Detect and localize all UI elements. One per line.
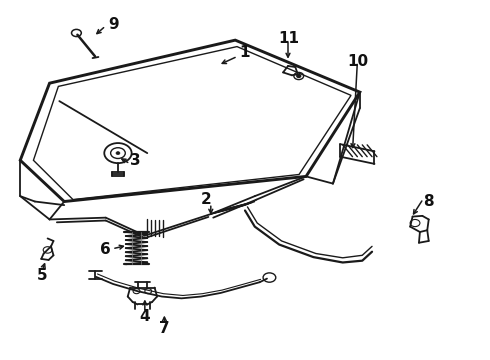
- Text: 6: 6: [100, 242, 111, 257]
- Text: 1: 1: [240, 45, 250, 60]
- Text: 4: 4: [140, 310, 150, 324]
- Text: 8: 8: [423, 194, 434, 209]
- Text: 9: 9: [108, 17, 119, 32]
- Text: 3: 3: [130, 153, 140, 168]
- Circle shape: [116, 152, 120, 154]
- Circle shape: [297, 75, 301, 77]
- Text: 11: 11: [278, 31, 299, 46]
- Text: 2: 2: [200, 192, 211, 207]
- Text: 7: 7: [159, 321, 170, 336]
- Text: 5: 5: [37, 267, 48, 283]
- Text: 10: 10: [347, 54, 368, 69]
